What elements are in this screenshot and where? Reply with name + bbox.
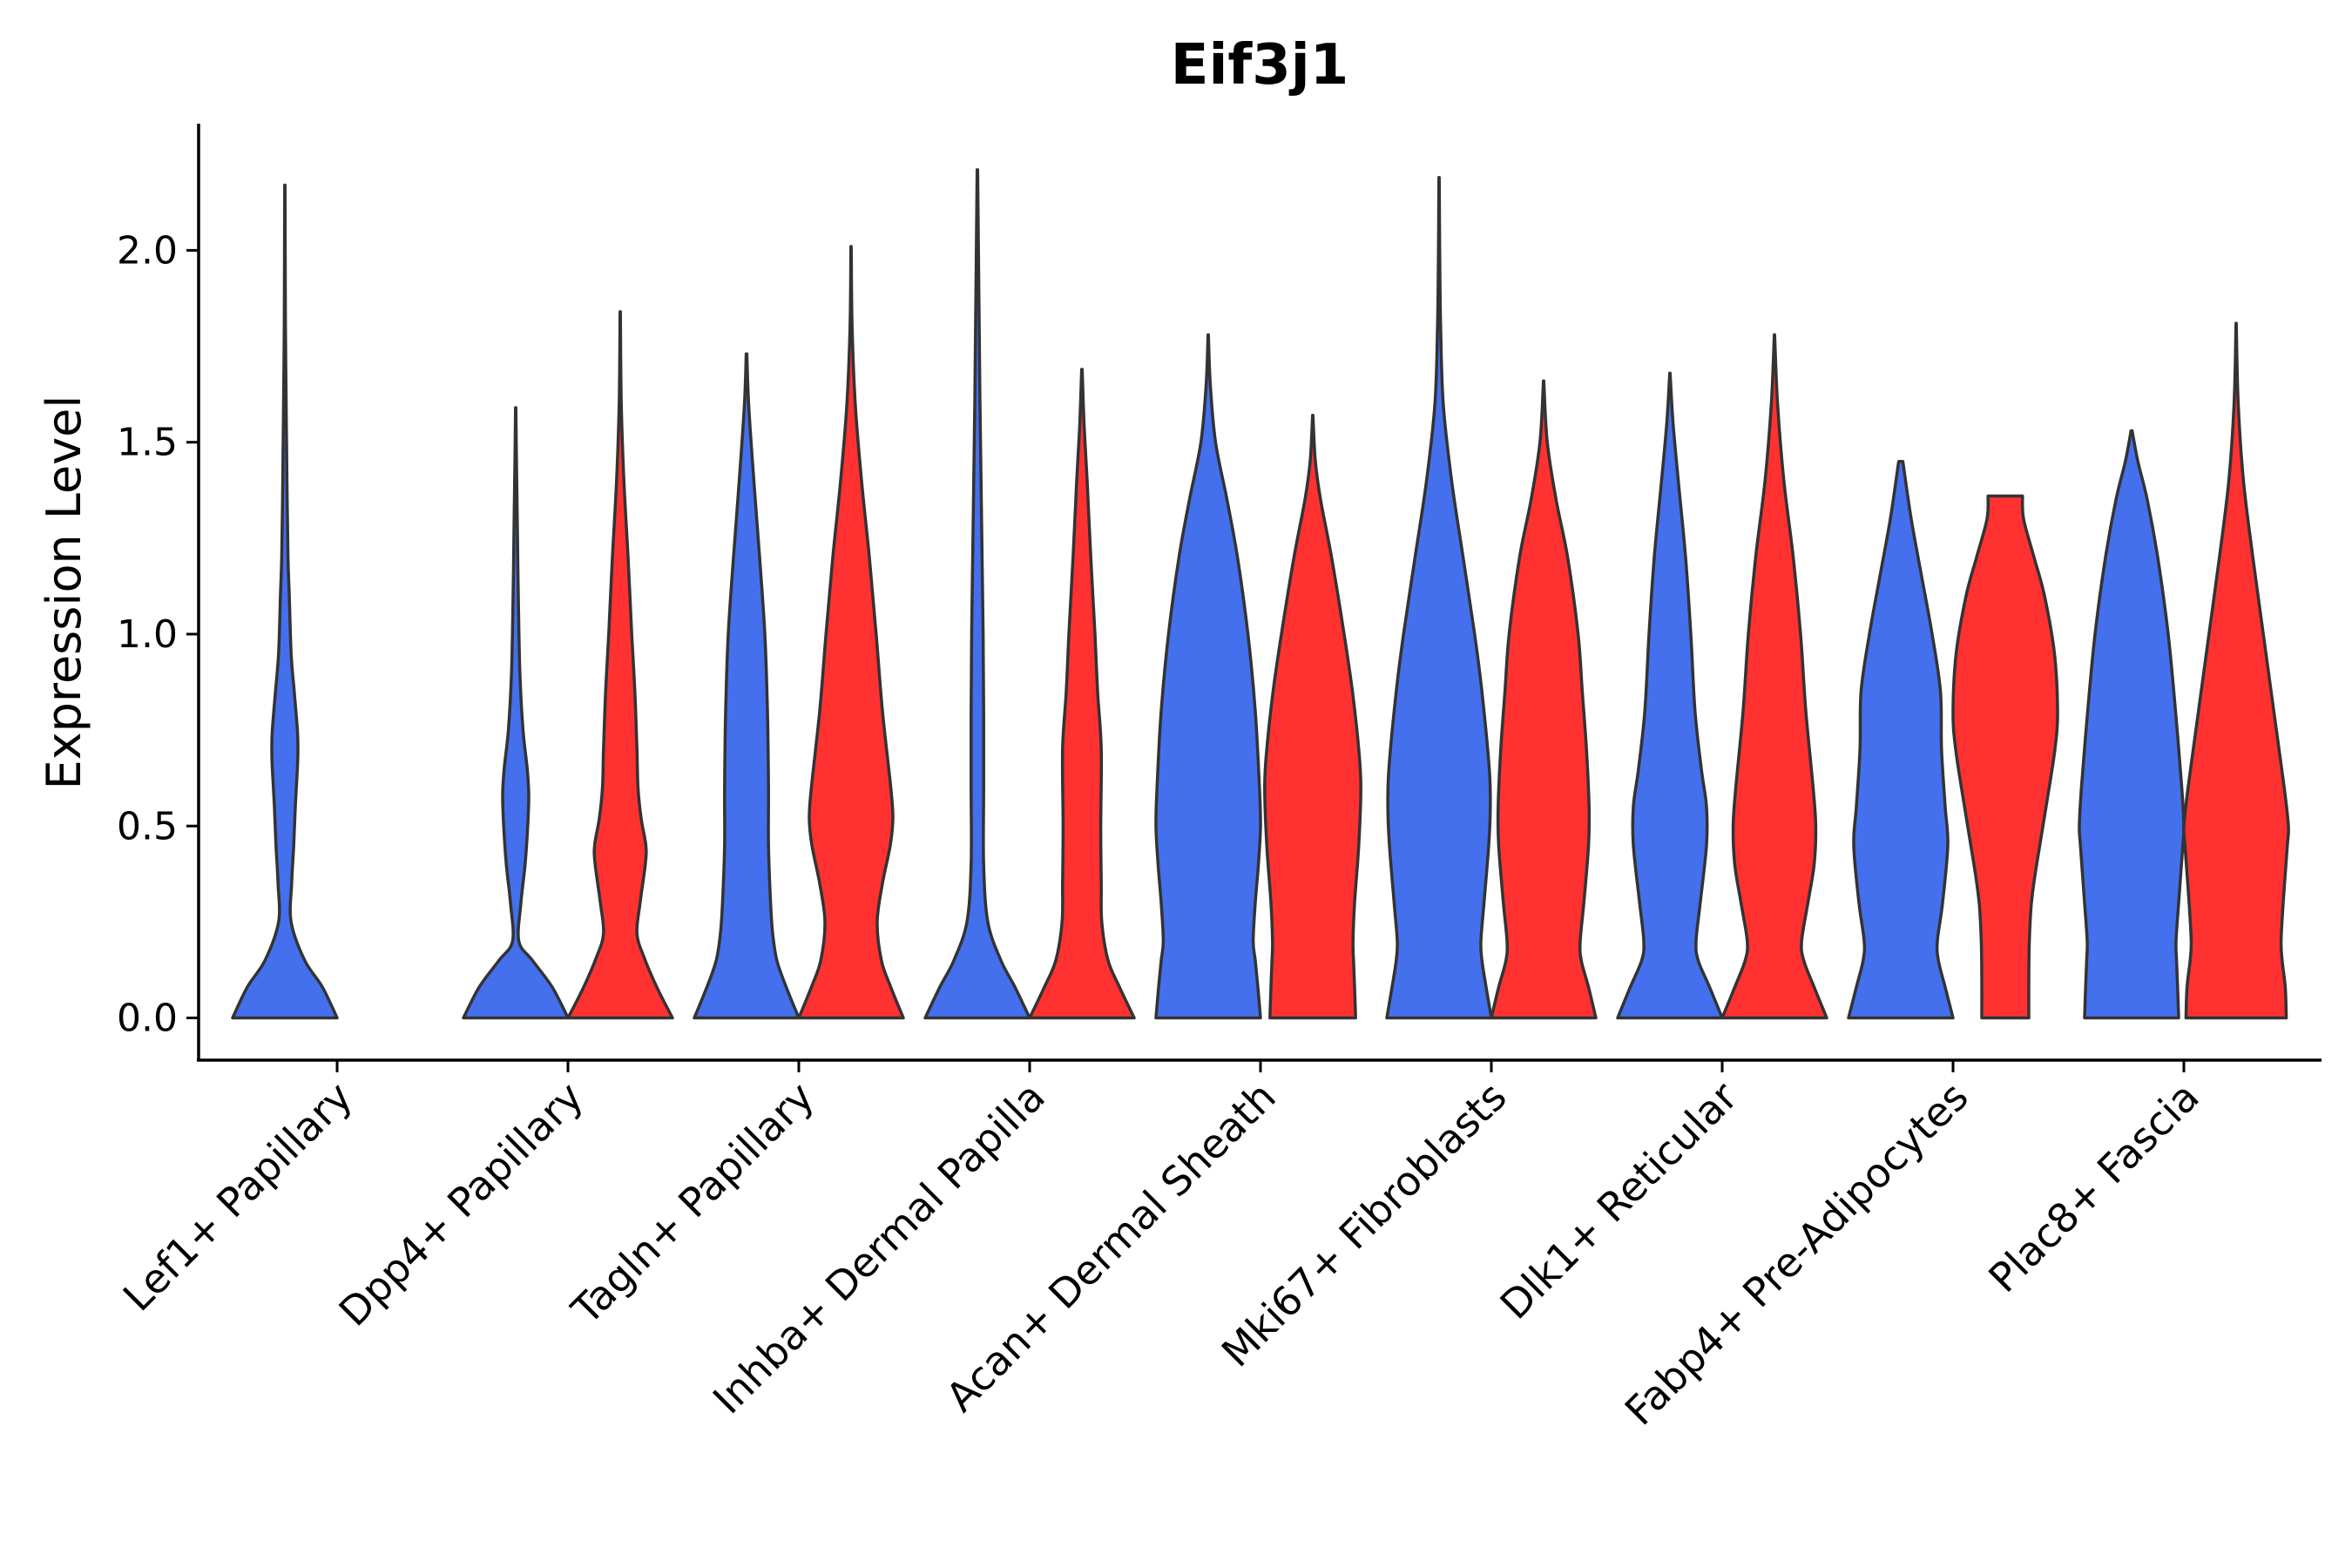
violin-right-6	[1490, 379, 1598, 1020]
violin-right-3	[797, 245, 905, 1020]
y-tick-label: 1.5	[117, 421, 178, 465]
y-tick-label: 2.0	[117, 228, 178, 273]
violin-right-7	[1720, 333, 1828, 1020]
violin-right-5	[1263, 414, 1362, 1020]
chart-title: Eif3j1	[1171, 33, 1349, 98]
x-category-label: Lef1+ Papillary	[114, 1073, 362, 1321]
y-tick-label: 0.5	[117, 804, 178, 848]
violin-right-2	[566, 310, 674, 1020]
violin-left-4	[923, 168, 1031, 1020]
x-category-label: Dlk1+ Reticular	[1491, 1073, 1747, 1328]
violin-right-4	[1028, 368, 1136, 1020]
violin-left-3	[693, 352, 801, 1020]
x-category-label: Plac8+ Fascia	[1979, 1073, 2207, 1301]
violin-left-6	[1385, 175, 1493, 1020]
violin-left-8	[1847, 459, 1955, 1020]
violin-left-5	[1154, 333, 1262, 1020]
violin-left-7	[1616, 371, 1724, 1020]
violin-left-1	[231, 183, 339, 1020]
x-category-label: Tagln+ Papillary	[562, 1073, 823, 1335]
violin-group	[231, 168, 2290, 1020]
y-tick-label: 1.0	[117, 612, 178, 657]
y-axis-ticks: 0.0 0.5 1.0 1.5 2.0	[117, 228, 199, 1041]
violin-left-9	[2078, 429, 2186, 1020]
violin-right-8	[1951, 494, 2059, 1020]
violin-right-9	[2182, 321, 2290, 1020]
y-tick-label: 0.0	[117, 997, 178, 1041]
y-axis-label: Expression Level	[37, 395, 91, 790]
x-category-label: Dpp4+ Papillary	[330, 1073, 592, 1335]
violin-left-2	[462, 406, 570, 1020]
